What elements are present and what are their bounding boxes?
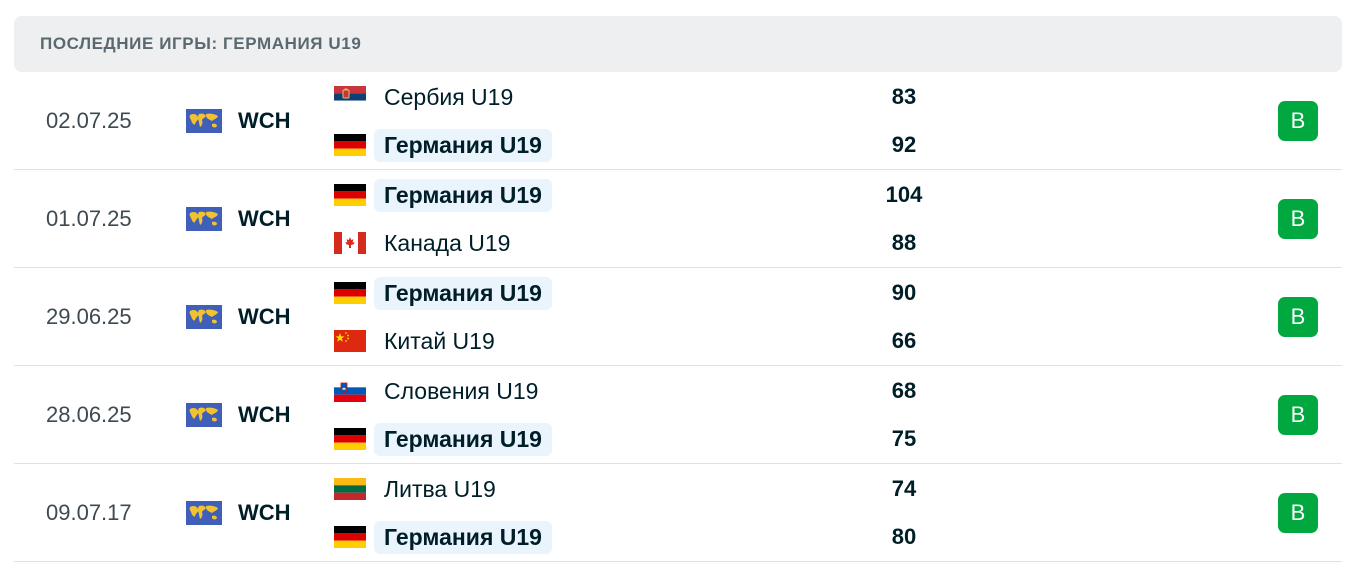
team-row: Германия U19: [334, 128, 552, 162]
league-label: WCH: [238, 499, 291, 525]
flag-germany-icon: [334, 184, 366, 206]
world-map-icon: [186, 305, 222, 329]
team-score: 104: [885, 182, 923, 207]
team-name-highlighted: Германия U19: [374, 178, 552, 212]
world-map-icon: [186, 207, 222, 231]
match-row[interactable]: 01.07.25 WCH Германия U19 Канада U19 104…: [14, 170, 1342, 268]
league-label: WCH: [238, 303, 291, 329]
flag-serbia-icon: [334, 86, 366, 108]
match-row[interactable]: 09.07.17 WCH Литва U19 Германия U19 74 8…: [14, 464, 1342, 562]
match-date: 02.07.25: [46, 107, 132, 133]
team-score: 66: [891, 328, 917, 353]
team-score: 75: [891, 426, 917, 451]
match-date: 01.07.25: [46, 205, 132, 231]
team-name-highlighted: Германия U19: [374, 128, 552, 162]
team-row: Сербия U19: [334, 80, 523, 114]
section-title: ПОСЛЕДНИЕ ИГРЫ: ГЕРМАНИЯ U19: [40, 34, 362, 53]
team-name: Литва U19: [384, 475, 496, 502]
team-row: Германия U19: [334, 276, 552, 310]
match-date: 28.06.25: [46, 401, 132, 427]
flag-germany-icon: [334, 282, 366, 304]
team-score: 68: [891, 378, 917, 403]
section-header: ПОСЛЕДНИЕ ИГРЫ: ГЕРМАНИЯ U19: [14, 16, 1342, 72]
team-row: Германия U19: [334, 178, 552, 212]
team-score: 88: [891, 230, 917, 255]
team-name: Словения U19: [384, 377, 539, 404]
team-score: 74: [891, 476, 917, 501]
team-name: Канада U19: [384, 229, 511, 256]
team-row: Германия U19: [334, 422, 552, 456]
team-name: Сербия U19: [384, 83, 514, 110]
flag-lithuania-icon: [334, 478, 366, 500]
match-date: 29.06.25: [46, 303, 132, 329]
team-name-highlighted: Германия U19: [374, 520, 552, 554]
team-row: Канада U19: [334, 226, 520, 260]
match-date: 09.07.17: [46, 499, 132, 525]
match-row[interactable]: 28.06.25 WCH Словения U19 Германия U19 6…: [14, 366, 1342, 464]
team-score: 83: [891, 84, 917, 109]
flag-germany-icon: [334, 526, 366, 548]
league-label: WCH: [238, 401, 291, 427]
flag-canada-icon: [334, 232, 366, 254]
world-map-icon: [186, 501, 222, 525]
world-map-icon: [186, 403, 222, 427]
match-row[interactable]: 29.06.25 WCH Германия U19 Китай U19 90 6…: [14, 268, 1342, 366]
team-score: 80: [891, 524, 917, 549]
team-row: Китай U19: [334, 324, 505, 358]
team-score: 90: [891, 280, 917, 305]
recent-games-panel: ПОСЛЕДНИЕ ИГРЫ: ГЕРМАНИЯ U19 02.07.25 WC…: [14, 16, 1342, 562]
result-badge: В: [1278, 395, 1318, 435]
flag-germany-icon: [334, 428, 366, 450]
league-label: WCH: [238, 107, 291, 133]
flag-germany-icon: [334, 134, 366, 156]
team-row: Германия U19: [334, 520, 552, 554]
team-score: 92: [891, 132, 917, 157]
result-badge: В: [1278, 101, 1318, 141]
team-name-highlighted: Германия U19: [374, 422, 552, 456]
flag-slovenia-icon: [334, 380, 366, 402]
team-name: Китай U19: [384, 327, 495, 354]
team-row: Словения U19: [334, 374, 548, 408]
result-badge: В: [1278, 297, 1318, 337]
team-row: Литва U19: [334, 472, 506, 506]
result-badge: В: [1278, 493, 1318, 533]
team-name-highlighted: Германия U19: [374, 276, 552, 310]
flag-china-icon: [334, 330, 366, 352]
result-badge: В: [1278, 199, 1318, 239]
world-map-icon: [186, 109, 222, 133]
match-row[interactable]: 02.07.25 WCH Сербия U19 Германия U19 83 …: [14, 72, 1342, 170]
league-label: WCH: [238, 205, 291, 231]
